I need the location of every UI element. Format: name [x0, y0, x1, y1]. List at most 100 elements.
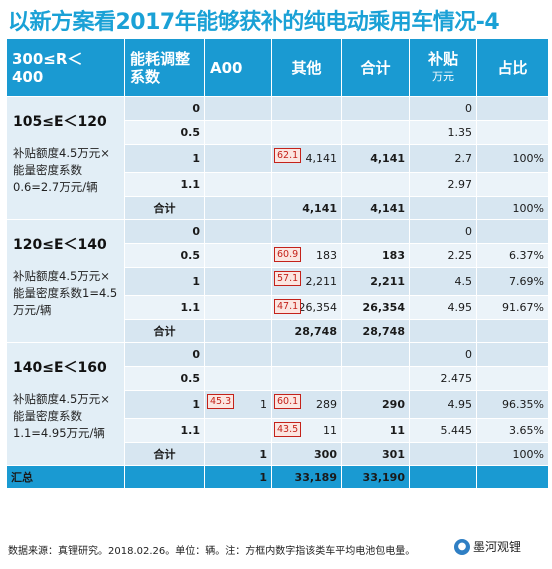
group-range: 105≤E＜120: [13, 114, 107, 130]
a00-cell: 45.3 1: [204, 390, 272, 419]
grand-subsidy: [409, 465, 477, 489]
other-cell: 47.1 26,354: [271, 295, 342, 320]
a00-cell: [204, 267, 272, 296]
group-range: 120≤E＜140: [13, 237, 107, 253]
coef-cell: 1.1: [124, 172, 205, 197]
grand-total: 33,190: [341, 465, 410, 489]
other-value: 4,141: [305, 152, 338, 165]
subsidy-cell: 4.5: [409, 267, 477, 296]
battery-box: 60.9: [274, 247, 302, 262]
table-row: 105≤E＜120 补贴额度4.5万元×能量密度系数0.6=2.7万元/辆 0 0: [6, 96, 549, 220]
group-total-row: 合计 28,748 28,748: [7, 319, 549, 343]
other-cell: [271, 366, 342, 391]
share-header: 占比: [476, 38, 549, 97]
other-value: 289: [316, 398, 337, 411]
grand-total-label: 汇总: [6, 465, 125, 489]
subsidy-cell: 0: [409, 219, 477, 244]
total-cell: [341, 96, 410, 121]
group-range: 140≤E＜160: [13, 360, 107, 376]
other-value: 2,211: [305, 275, 338, 288]
total-cell: 2,211: [341, 267, 410, 296]
other-cell: [271, 172, 342, 197]
group-label: 140≤E＜160 补贴额度4.5万元×能量密度系数1.1=4.95万元/辆: [6, 342, 125, 466]
share-cell: 96.35%: [476, 390, 549, 419]
table-row: 120≤E＜140 补贴额度4.5万元×能量密度系数1=4.5万元/辆 0 0: [6, 219, 549, 343]
subsidy-sum: [409, 319, 477, 343]
total-sum: 28,748: [341, 319, 410, 343]
coef-header: 能耗调整系数: [124, 38, 205, 97]
share-cell: 3.65%: [476, 418, 549, 443]
battery-box: 43.5: [274, 422, 302, 437]
subsidy-cell: 2.475: [409, 366, 477, 391]
subsidy-sum: [409, 196, 477, 220]
share-cell: 91.67%: [476, 295, 549, 320]
other-cell: [271, 96, 342, 121]
coef-cell: 0: [124, 219, 205, 244]
coef-cell: 0: [124, 96, 205, 121]
other-sum: 300: [271, 442, 342, 466]
table-row: 1.1 43.5 11 11 5.445 3.65%: [7, 418, 549, 443]
total-cell: 290: [341, 390, 410, 419]
other-sum: 28,748: [271, 319, 342, 343]
other-sum: 4,141: [271, 196, 342, 220]
other-value: 183: [316, 249, 337, 262]
a00-cell: [204, 120, 272, 145]
coef-cell: 0.5: [124, 366, 205, 391]
a00-cell: [204, 418, 272, 443]
other-cell: 60.9 183: [271, 243, 342, 268]
coef-cell: 1.1: [124, 295, 205, 320]
grand-a00: 1: [204, 465, 272, 489]
subsidy-cell: 2.97: [409, 172, 477, 197]
subsidy-cell: 1.35: [409, 120, 477, 145]
battery-box: 45.3: [207, 394, 235, 409]
a00-cell: [204, 342, 272, 367]
table-row: 1.1 47.1 26,354 26,354 4.95 91.67%: [7, 295, 549, 320]
a00-cell: [204, 219, 272, 244]
grand-other: 33,189: [271, 465, 342, 489]
share-cell: [476, 120, 549, 145]
range-header: 300≤R＜ 400: [6, 38, 125, 97]
other-value: 11: [323, 424, 337, 437]
total-cell: [341, 366, 410, 391]
share-cell: [476, 96, 549, 121]
a00-sum: [204, 196, 272, 220]
total-cell: 183: [341, 243, 410, 268]
table-row: 1 62.1 4,141 4,141 2.7 100%: [7, 144, 549, 173]
a00-header: A00: [204, 38, 272, 97]
group-desc: 补贴额度4.5万元×能量密度系数1=4.5万元/辆: [13, 269, 118, 317]
share-cell: [476, 172, 549, 197]
other-cell: 60.1 289: [271, 390, 342, 419]
subsidy-cell: 0: [409, 96, 477, 121]
group-total-row: 合计 4,141 4,141 100%: [7, 196, 549, 220]
battery-box: 62.1: [274, 148, 302, 163]
total-cell: [341, 342, 410, 367]
a00-cell: [204, 243, 272, 268]
group-label: 105≤E＜120 补贴额度4.5万元×能量密度系数0.6=2.7万元/辆: [6, 96, 125, 220]
total-header: 合计: [341, 38, 410, 97]
grand-share: [476, 465, 549, 489]
page-title: 以新方案看2017年能够获补的纯电动乘用车情况-4: [8, 10, 500, 35]
total-cell: [341, 219, 410, 244]
grand-total-row: 汇总 1 33,189 33,190: [6, 465, 549, 489]
total-cell: 26,354: [341, 295, 410, 320]
range-header-line2: 400: [12, 67, 44, 86]
subsidy-cell: 2.7: [409, 144, 477, 173]
group-desc: 补贴额度4.5万元×能量密度系数0.6=2.7万元/辆: [13, 146, 110, 194]
wechat-logo-icon: ●: [454, 538, 470, 555]
battery-box: 57.1: [274, 271, 302, 286]
a00-cell: [204, 96, 272, 121]
subsidy-header-unit: 万元: [432, 69, 454, 83]
a00-value: 1: [260, 398, 267, 411]
coef-cell: 0.5: [124, 120, 205, 145]
share-sum: [476, 319, 549, 343]
coef-cell: 1.1: [124, 418, 205, 443]
other-header: 其他: [271, 38, 342, 97]
a00-cell: [204, 295, 272, 320]
table-row: 1 45.3 1 60.1 289 290 4.95 96.35%: [7, 390, 549, 419]
subsidy-cell: 5.445: [409, 418, 477, 443]
a00-sum: [204, 319, 272, 343]
watermark: ● 墨河观锂: [454, 538, 521, 555]
battery-box: 47.1: [274, 299, 302, 314]
battery-box: 60.1: [274, 394, 302, 409]
watermark-label: 墨河观锂: [473, 540, 522, 554]
